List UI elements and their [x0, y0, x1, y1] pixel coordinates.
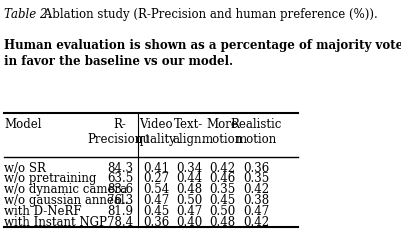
Text: 0.54: 0.54 [143, 183, 169, 196]
Text: w/o dynamic camera: w/o dynamic camera [4, 183, 128, 196]
Text: w/o SR: w/o SR [4, 162, 46, 175]
Text: 84.3: 84.3 [107, 162, 133, 175]
Text: 0.35: 0.35 [209, 183, 235, 196]
Text: with Instant NGP: with Instant NGP [4, 216, 107, 229]
Text: 0.50: 0.50 [209, 205, 235, 218]
Text: 0.36: 0.36 [243, 162, 269, 175]
Text: R-
Precision↑: R- Precision↑ [87, 118, 152, 145]
Text: 0.41: 0.41 [143, 162, 169, 175]
Text: w/o gaussian anneal.: w/o gaussian anneal. [4, 194, 129, 207]
Text: 0.45: 0.45 [143, 205, 169, 218]
Text: 63.5: 63.5 [107, 172, 133, 185]
Text: 81.9: 81.9 [107, 205, 133, 218]
Text: 0.42: 0.42 [209, 162, 235, 175]
Text: 0.35: 0.35 [243, 172, 269, 185]
Text: 0.42: 0.42 [243, 216, 269, 229]
Text: 0.42: 0.42 [243, 183, 269, 196]
Text: More
motion: More motion [201, 118, 243, 145]
Text: 0.50: 0.50 [176, 194, 202, 207]
Text: Realistic
motion: Realistic motion [231, 118, 282, 145]
Text: 0.27: 0.27 [143, 172, 169, 185]
Text: Model: Model [4, 118, 42, 130]
Text: Human evaluation is shown as a percentage of majority votes
in favor the baselin: Human evaluation is shown as a percentag… [4, 39, 401, 67]
Text: 0.40: 0.40 [176, 216, 202, 229]
Text: 0.46: 0.46 [209, 172, 235, 185]
Text: Video
quality: Video quality [136, 118, 176, 145]
Text: w/o pretraining: w/o pretraining [4, 172, 97, 185]
Text: 78.4: 78.4 [107, 216, 133, 229]
Text: 0.34: 0.34 [176, 162, 202, 175]
Text: 0.48: 0.48 [176, 183, 202, 196]
Text: 0.47: 0.47 [143, 194, 169, 207]
Text: 0.38: 0.38 [243, 194, 269, 207]
Text: 0.47: 0.47 [176, 205, 202, 218]
Text: 0.48: 0.48 [209, 216, 235, 229]
Text: Table 2.: Table 2. [4, 8, 52, 21]
Text: 76.3: 76.3 [107, 194, 133, 207]
Text: 0.45: 0.45 [209, 194, 235, 207]
Text: Text-
align.: Text- align. [172, 118, 206, 145]
Text: 0.36: 0.36 [143, 216, 169, 229]
Text: 0.44: 0.44 [176, 172, 202, 185]
Text: with D-NeRF: with D-NeRF [4, 205, 82, 218]
Text: 83.6: 83.6 [107, 183, 133, 196]
Text: 0.47: 0.47 [243, 205, 269, 218]
Text: Ablation study (R-Precision and human preference (%)).: Ablation study (R-Precision and human pr… [40, 8, 377, 21]
